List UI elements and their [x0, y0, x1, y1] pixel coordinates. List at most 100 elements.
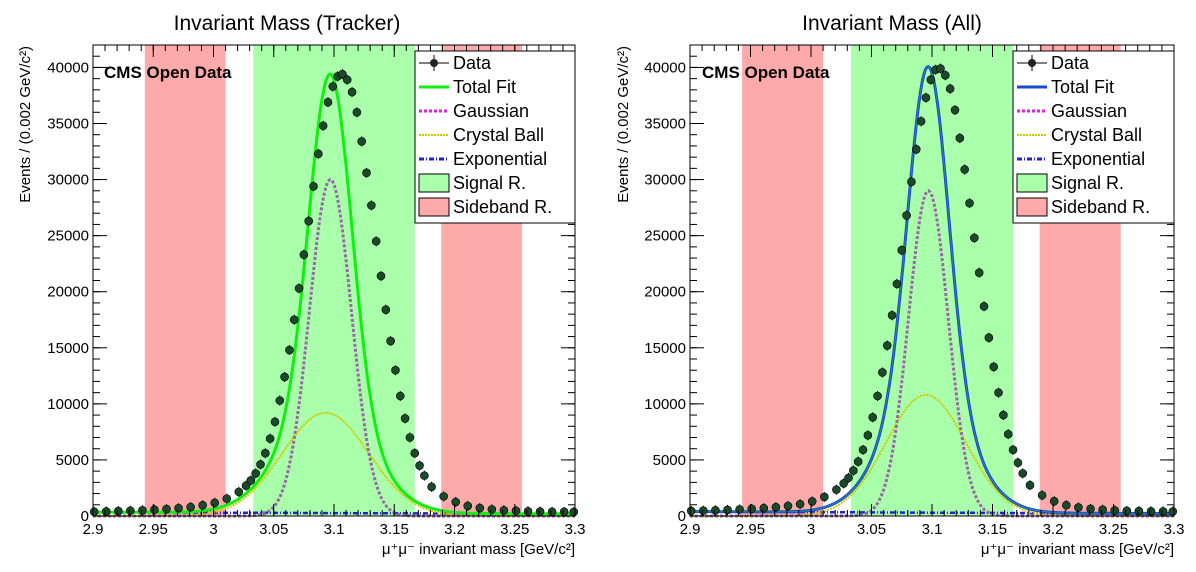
data-point [270, 417, 280, 427]
data-point [970, 233, 979, 243]
x-tick-label: 3.1 [324, 521, 345, 538]
data-point [974, 268, 984, 277]
data-point [902, 211, 911, 220]
data-point [1110, 506, 1120, 515]
data-point [89, 507, 99, 517]
data-point [210, 498, 220, 508]
data-point [921, 93, 931, 103]
data-point [863, 430, 873, 440]
data-point [873, 391, 882, 401]
data-point [256, 460, 265, 469]
x-axis-label: μ⁺μ⁻ invariant mass [GeV/c²] [981, 541, 1174, 558]
data-point [849, 466, 858, 475]
data-point [1025, 480, 1035, 490]
data-point [323, 97, 333, 107]
data-point [771, 502, 781, 512]
data-point [410, 448, 420, 458]
data-point [960, 165, 969, 174]
data-point [897, 245, 907, 255]
data-point [1086, 504, 1095, 514]
legend: Data Total Fit Gaussian Crystal Ball Exponen… [414, 50, 576, 224]
legend: Data Total Fit Gaussian Crystal Ball Exponen… [1012, 50, 1175, 224]
data-point [878, 368, 887, 377]
data-point [907, 177, 916, 187]
data-point [318, 121, 328, 131]
legend-box [414, 50, 576, 224]
data-point [535, 507, 545, 516]
data-point [246, 476, 256, 485]
y-tick-label: 25000 [47, 228, 89, 245]
data-point [314, 149, 323, 159]
data-point [376, 271, 386, 281]
data-point [887, 310, 897, 320]
x-tick-label: 2.9 [83, 521, 104, 538]
legend-swatch-signal-r [1016, 173, 1048, 193]
data-point [251, 469, 260, 478]
y-tick-label: 0 [81, 508, 89, 525]
data-point [371, 236, 381, 246]
data-point [844, 473, 853, 483]
tracker-panel: 2.9 2.95 3 3.05 3.1 3.15 3.2 3.25 3.3 0 5000 10000 1… [17, 12, 585, 558]
data-point [984, 333, 994, 342]
all-panel: 2.9 2.95 3 3.05 3.1 3.15 3.2 3.25 3.3 0 5000 10000 1… [615, 12, 1184, 558]
data-point [186, 502, 195, 512]
x-tick-label: 2.95 [139, 521, 168, 538]
cms-annotation: CMS Open Data [702, 63, 830, 82]
data-point [989, 362, 999, 372]
data-point [289, 315, 299, 325]
chart-title: Invariant Mass (Tracker) [174, 12, 401, 35]
y-tick-label: 20000 [644, 284, 686, 301]
data-points [686, 63, 1178, 517]
data-point [735, 505, 744, 514]
data-point [391, 365, 400, 375]
x-tick-label: 3.1 [922, 521, 943, 538]
data-point [747, 504, 757, 514]
data-point [994, 388, 1003, 397]
y-tick-label: 30000 [47, 172, 89, 189]
y-tick-label: 30000 [644, 172, 686, 189]
data-point [547, 507, 557, 517]
data-point [285, 345, 294, 355]
legend-swatch-sideband-r [418, 197, 450, 217]
data-point [936, 64, 945, 73]
data-point [342, 75, 352, 85]
x-tick-label: 2.95 [736, 521, 765, 538]
legend-swatch-signal-r [418, 173, 450, 193]
data-point [294, 284, 304, 293]
data-point [1049, 496, 1059, 506]
data-point [979, 301, 989, 311]
data-point [723, 505, 732, 515]
data-point [126, 506, 135, 516]
axis-ticks: 2.9 2.95 3 3.05 3.1 3.15 3.2 3.25 3.3 0 5000 10000 1… [47, 44, 585, 538]
y-axis-label: Events / (0.002 GeV/c²) [615, 46, 632, 203]
data-point [511, 506, 521, 516]
data-point [795, 499, 805, 509]
legend-swatch-sideband-r [1016, 197, 1048, 217]
data-point [1018, 469, 1028, 478]
data-point [420, 471, 429, 480]
x-tick-label: 3 [209, 521, 217, 538]
data-point [304, 216, 313, 226]
y-tick-label: 35000 [644, 116, 686, 133]
data-point [475, 503, 485, 513]
data-point [711, 505, 720, 515]
data-point [367, 201, 376, 210]
y-tick-label: 0 [678, 508, 686, 525]
data-point [150, 505, 159, 515]
data-point [241, 481, 251, 491]
data-point [1003, 429, 1013, 439]
data-point [1013, 458, 1023, 468]
data-point [362, 168, 371, 178]
y-tick-label: 20000 [47, 284, 89, 301]
x-tick-label: 3.05 [259, 521, 288, 538]
data-point [222, 494, 232, 503]
total-fit-curve [93, 72, 575, 516]
data-point [328, 82, 338, 91]
x-tick-label: 3.2 [1043, 521, 1064, 538]
data-point [955, 133, 965, 143]
data-point [415, 461, 424, 470]
data-point [463, 501, 473, 511]
data-point [400, 414, 410, 423]
y-tick-label: 10000 [47, 396, 89, 413]
